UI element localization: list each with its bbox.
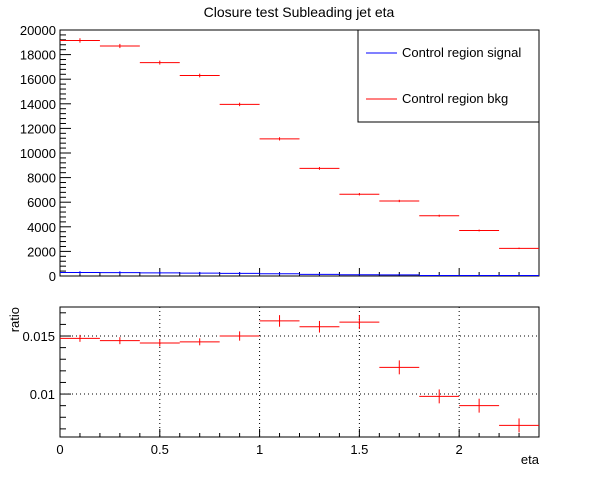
ratio-y-tick-labels: 0.01 0.015 <box>22 329 55 402</box>
ratio-panel: 0.01 0.015 0 0.5 1 1.5 2 ratio eta <box>7 306 540 467</box>
y-tick-label: 20000 <box>20 23 56 38</box>
legend: Control region signal Control region bkg <box>357 29 540 123</box>
ratio-axis-ticks <box>59 312 540 437</box>
y-tick-label: 8000 <box>27 171 56 186</box>
top-y-tick-labels: 0 2000 4000 6000 8000 10000 12000 14000 16000 180… <box>20 23 56 284</box>
y-tick-label: 16000 <box>20 72 56 87</box>
legend-box <box>357 29 540 123</box>
ratio-x-tick-labels: 0 0.5 1 1.5 2 <box>56 442 462 457</box>
ratio-y-tick-label: 0.015 <box>22 329 55 344</box>
ratio-y-tick-label: 0.01 <box>30 387 55 402</box>
x-tick-label: 0 <box>56 442 63 457</box>
chart-title: Closure test Subleading jet eta <box>204 4 395 20</box>
x-tick-label: 1.5 <box>350 442 368 457</box>
y-tick-label: 18000 <box>20 48 56 63</box>
y-tick-label: 10000 <box>20 146 56 161</box>
y-tick-label: 0 <box>49 269 56 284</box>
x-tick-label: 0.5 <box>151 442 169 457</box>
y-tick-label: 4000 <box>27 220 56 235</box>
x-tick-label: 2 <box>456 442 463 457</box>
y-tick-label: 12000 <box>20 121 56 136</box>
ratio-grid <box>60 307 539 437</box>
ratio-y-axis-label: ratio <box>7 307 22 332</box>
y-tick-label: 2000 <box>27 244 56 259</box>
bkg-series <box>60 38 539 250</box>
y-tick-label: 6000 <box>27 195 56 210</box>
top-panel: 0 2000 4000 6000 8000 10000 12000 14000 16000 180… <box>20 23 540 284</box>
x-axis-label: eta <box>521 452 540 467</box>
signal-series <box>60 271 539 276</box>
x-tick-label: 1 <box>256 442 263 457</box>
legend-bkg-label: Control region bkg <box>402 91 508 106</box>
legend-signal-label: Control region signal <box>402 45 521 60</box>
ratio-series <box>60 315 539 433</box>
y-tick-label: 14000 <box>20 97 56 112</box>
